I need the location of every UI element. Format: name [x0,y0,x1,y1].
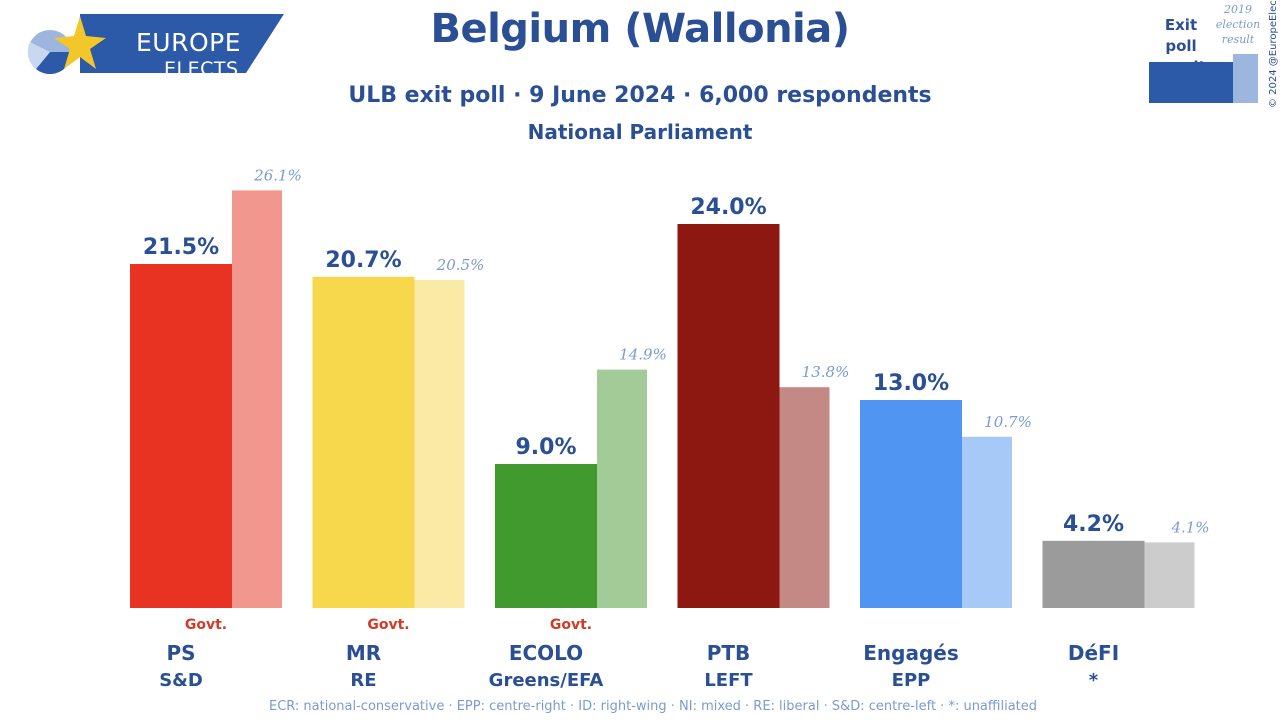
value-label-exit-poll-mr: 20.7% [325,248,401,273]
party-label-ecolo: ECOLO [509,641,583,665]
legend-2019-label: 2019 election result [1215,3,1261,46]
government-marker-ecolo: Govt. [550,617,592,633]
group-label-d-fi: * [1089,670,1099,691]
value-label-exit-poll-ps: 21.5% [143,235,219,260]
legend-exit-poll-swatch [1149,62,1233,103]
chart-subtitle-parliament: National Parliament [527,120,753,144]
value-label-exit-poll-ecolo: 9.0% [515,435,576,460]
value-label-exit-poll-engag-s: 13.0% [873,371,949,396]
bar-2019-d-fi [1144,542,1195,608]
party-label-engag-s: Engagés [863,641,959,665]
bar-exit-poll-mr [312,276,415,608]
europe-elects-logo: EUROPE ELECTS [22,12,284,80]
group-label-engag-s: EPP [892,670,931,691]
bar-2019-mr [414,280,465,608]
government-marker-mr: Govt. [367,617,409,633]
value-label-exit-poll-ptb: 24.0% [690,195,766,220]
chart-subtitle: ULB exit poll · 9 June 2024 · 6,000 resp… [348,83,932,108]
bar-exit-poll-engag-s [860,400,962,608]
party-label-mr: MR [346,641,381,665]
group-label-ps: S&D [159,670,203,691]
value-label-2019-ps: 26.1% [253,166,302,184]
logo-line1: EUROPE [136,28,242,57]
bar-2019-engag-s [962,436,1012,608]
bar-2019-ps [232,190,282,608]
value-label-exit-poll-d-fi: 4.2% [1063,512,1124,537]
group-label-mr: RE [350,670,376,691]
value-label-2019-engag-s: 10.7% [984,413,1032,431]
bar-exit-poll-ptb [677,224,780,608]
legend-2019-swatch [1233,54,1258,103]
value-label-2019-ecolo: 14.9% [619,346,667,364]
logo-graphic [27,14,284,75]
party-label-ps: PS [166,641,195,665]
party-label-d-fi: DéFI [1068,641,1119,665]
bar-2019-ptb [779,387,830,608]
bar-exit-poll-ps [130,264,232,608]
party-label-ptb: PTB [707,641,751,665]
group-label-ptb: LEFT [704,670,753,691]
value-label-2019-ptb: 13.8% [802,363,850,381]
group-label-ecolo: Greens/EFA [489,670,604,691]
chart-title: Belgium (Wallonia) [430,6,850,52]
bar-2019-ecolo [597,369,647,608]
value-label-2019-mr: 20.5% [436,256,485,274]
bar-exit-poll-d-fi [1042,540,1145,608]
footnote: ECR: national-conservative · EPP: centre… [268,699,1038,714]
value-label-2019-d-fi: 4.1% [1170,518,1209,536]
logo-line2: ELECTS [164,58,239,80]
government-marker-ps: Govt. [185,617,227,633]
bar-exit-poll-ecolo [495,464,597,608]
